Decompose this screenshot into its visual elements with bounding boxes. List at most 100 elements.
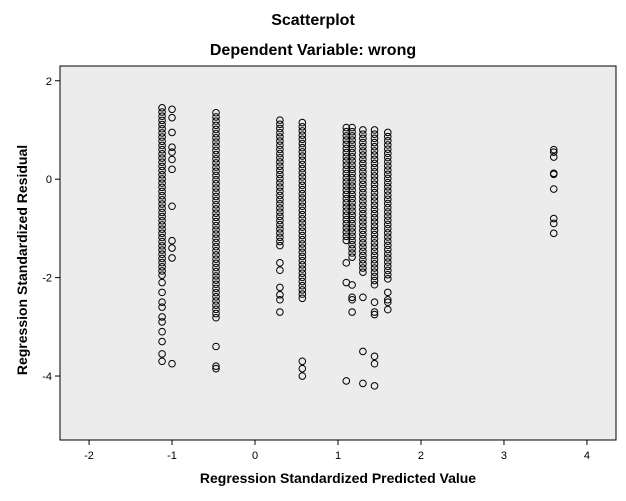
data-point [212, 196, 220, 205]
data-point [359, 379, 367, 388]
data-point [342, 228, 351, 236]
data-point [298, 290, 307, 298]
data-point [383, 153, 392, 162]
data-point [158, 216, 166, 225]
data-point [212, 251, 220, 259]
data-point [370, 209, 379, 218]
data-point [370, 280, 379, 289]
data-point [348, 123, 356, 132]
data-point [276, 120, 284, 129]
data-point [276, 295, 284, 304]
x-axis-label: Regression Standardized Predicted Value [199, 470, 477, 486]
data-point [383, 258, 392, 266]
data-point [359, 218, 367, 226]
data-point [383, 128, 392, 137]
data-point [298, 202, 307, 211]
data-point [342, 215, 351, 224]
data-point [342, 136, 351, 144]
data-point [383, 174, 392, 183]
data-point [212, 364, 220, 373]
data-point [370, 272, 379, 281]
data-point [348, 190, 356, 199]
data-point [348, 173, 356, 182]
data-point [370, 214, 379, 222]
data-point [342, 236, 351, 245]
data-point [370, 197, 379, 205]
data-point [348, 182, 356, 190]
data-point [212, 342, 220, 351]
data-point [348, 308, 356, 316]
data-point [276, 128, 284, 137]
data-point [359, 180, 367, 189]
data-point [276, 212, 284, 221]
data-point [370, 151, 379, 159]
data-point [276, 116, 284, 124]
data-point [276, 133, 284, 141]
data-point [370, 142, 379, 151]
data-point [298, 265, 307, 273]
data-point [549, 153, 558, 161]
data-point [158, 124, 166, 133]
data-point [370, 264, 379, 272]
data-point [168, 254, 176, 262]
data-point [370, 243, 379, 251]
y-tick-label: -4 [42, 371, 52, 383]
data-point [370, 247, 379, 256]
data-point [298, 143, 307, 152]
data-point [359, 201, 367, 210]
data-point [359, 176, 367, 184]
data-point [298, 152, 307, 160]
data-point [168, 202, 176, 211]
data-point [276, 170, 284, 179]
data-point [359, 222, 367, 230]
data-point [370, 268, 379, 276]
data-point [158, 204, 166, 213]
data-point [359, 251, 367, 260]
data-point [298, 235, 307, 244]
data-point [298, 156, 307, 165]
data-point [383, 305, 392, 314]
data-point [276, 204, 284, 212]
data-point [276, 145, 284, 154]
data-point [276, 308, 284, 316]
data-point [212, 217, 220, 226]
data-point [212, 167, 220, 176]
data-point [168, 128, 176, 137]
data-point [212, 213, 220, 222]
data-point [342, 123, 351, 132]
data-point [212, 292, 220, 301]
data-point [158, 108, 166, 116]
data-point [370, 172, 379, 180]
data-point [348, 186, 356, 195]
data-point [359, 155, 367, 164]
data-point [276, 153, 284, 162]
data-point [168, 105, 176, 114]
data-point [383, 132, 392, 141]
data-point [276, 162, 284, 170]
data-point [348, 169, 356, 178]
data-point [298, 273, 307, 282]
data-point [342, 199, 351, 207]
data-point [212, 192, 220, 201]
data-point [383, 162, 392, 170]
data-point [348, 211, 356, 220]
data-point [383, 141, 392, 149]
data-point [370, 205, 379, 214]
data-point [158, 129, 166, 137]
data-point [348, 165, 356, 174]
data-point [212, 226, 220, 234]
data-point [158, 246, 166, 254]
data-point [383, 203, 392, 212]
data-point [158, 116, 166, 125]
data-point [298, 160, 307, 169]
data-point [158, 242, 166, 250]
data-point [370, 147, 379, 155]
data-point [348, 199, 356, 207]
data-point [342, 169, 351, 178]
data-point [276, 241, 284, 250]
data-point [370, 218, 379, 226]
data-point [359, 151, 367, 159]
data-point [158, 191, 166, 200]
x-tick-label: 3 [501, 450, 507, 462]
data-point [212, 142, 220, 151]
